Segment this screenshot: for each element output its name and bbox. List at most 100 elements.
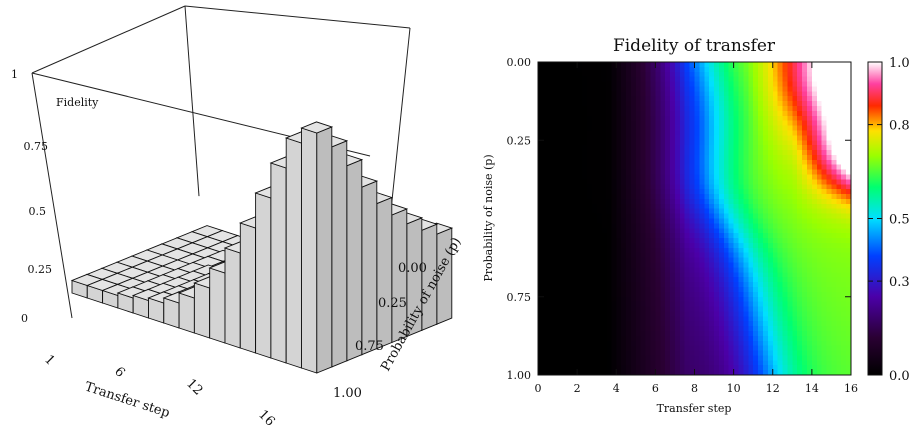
heatmap-cell <box>718 282 725 288</box>
heatmap-cell <box>728 286 735 293</box>
heatmap-cell <box>562 252 568 259</box>
heatmap-cell <box>650 218 656 224</box>
heatmap-cell <box>762 66 769 73</box>
heatmap-cell <box>709 120 715 127</box>
heatmap-cell <box>826 296 833 303</box>
heatmap-cell <box>665 262 671 269</box>
heatmap-cell <box>792 154 798 161</box>
heatmap-cell <box>709 101 715 107</box>
heatmap-cell <box>591 179 598 185</box>
heatmap-cell <box>645 101 652 107</box>
heatmap-cell <box>792 76 798 83</box>
heatmap-cell <box>846 150 852 156</box>
heatmap-cell <box>684 145 691 151</box>
heatmap-cell <box>572 164 578 171</box>
heatmap-cell <box>586 330 593 337</box>
heatmap-cell <box>616 340 622 347</box>
heatmap-cell <box>552 272 559 278</box>
heatmap-cell <box>846 247 852 254</box>
heatmap-cell <box>787 306 793 313</box>
heatmap-cell <box>684 238 691 244</box>
heatmap-cell <box>802 228 808 234</box>
heatmap-cell <box>728 340 735 347</box>
heatmap-cell <box>806 286 813 293</box>
heatmap-cell <box>689 326 696 332</box>
heatmap-cell <box>655 311 661 317</box>
heatmap-cell <box>635 81 642 88</box>
heatmap-cell <box>660 330 666 337</box>
heatmap-cell <box>846 189 852 195</box>
heatmap-cell <box>699 213 705 220</box>
heatmap-cell <box>797 306 803 313</box>
heatmap-cell <box>777 316 784 322</box>
heatmap-cell <box>567 174 573 180</box>
heatmap-cell <box>577 277 583 283</box>
heatmap-cell <box>836 198 842 205</box>
heatmap-cell <box>626 71 632 78</box>
heatmap-cell <box>762 228 769 234</box>
heatmap-cell <box>728 164 735 171</box>
heatmap-cell <box>836 267 842 273</box>
heatmap-cell <box>611 179 617 185</box>
heatmap-cell <box>689 76 696 83</box>
heatmap-cell <box>635 150 642 156</box>
heatmap-cell <box>699 340 705 347</box>
heatmap-cell <box>718 81 725 88</box>
heatmap-cell <box>674 208 681 215</box>
heatmap-cell <box>640 145 647 151</box>
heatmap-cell <box>733 335 740 342</box>
heatmap-cell <box>577 115 583 122</box>
heatmap-cell <box>762 218 769 224</box>
heatmap-cell <box>562 330 568 337</box>
heatmap-cell <box>831 252 837 259</box>
heatmap-cell <box>547 81 554 88</box>
heatmap-cell <box>621 101 627 107</box>
heatmap-cell <box>787 71 793 78</box>
heatmap-cell <box>552 330 559 337</box>
heatmap-cell <box>743 130 749 136</box>
heatmap-cell <box>733 130 740 136</box>
heatmap-cell <box>811 223 818 229</box>
heatmap-cell <box>640 282 647 288</box>
heatmap-cell <box>699 86 705 92</box>
heatmap-cell <box>797 350 803 357</box>
heatmap-cell <box>645 340 652 347</box>
heatmap-cell <box>650 350 656 357</box>
heatmap-cell <box>826 208 833 215</box>
heatmap-cell <box>767 267 774 273</box>
heatmap-cell <box>621 355 627 361</box>
heatmap-cell <box>787 242 793 249</box>
heatmap-cell <box>611 286 617 293</box>
heatmap-cell <box>782 233 789 239</box>
heatmap-cell <box>547 355 554 361</box>
heatmap-cell <box>738 301 745 308</box>
heatmap-cell <box>567 106 573 112</box>
heatmap-cell <box>728 355 735 361</box>
heatmap-cell <box>704 360 710 366</box>
heatmap-cell <box>562 189 568 195</box>
heatmap-cell <box>758 218 764 224</box>
heatmap-cell <box>596 203 603 210</box>
heatmap-cell <box>782 291 789 298</box>
heatmap-cell <box>709 267 715 273</box>
heatmap-cell <box>552 135 559 141</box>
heatmap-cell <box>621 340 627 347</box>
heatmap-cell <box>797 154 803 161</box>
heatmap-cell <box>733 140 740 146</box>
heatmap-cell <box>606 189 612 195</box>
heatmap-cell <box>694 350 700 357</box>
heatmap-cell <box>792 164 798 171</box>
heatmap-cell <box>787 174 793 180</box>
heatmap-cell <box>552 242 559 249</box>
heatmap-cell <box>772 71 779 78</box>
heatmap-cell <box>816 238 823 244</box>
heatmap-cell <box>655 365 661 371</box>
heatmap-cell <box>738 125 745 132</box>
heatmap-cell <box>586 189 593 195</box>
heatmap-cell <box>684 208 691 215</box>
heatmap-cell <box>748 203 754 210</box>
heatmap-cell <box>748 233 754 239</box>
heatmap-cell <box>689 223 696 229</box>
heatmap-cell <box>601 106 608 112</box>
heatmap-cell <box>591 194 598 200</box>
